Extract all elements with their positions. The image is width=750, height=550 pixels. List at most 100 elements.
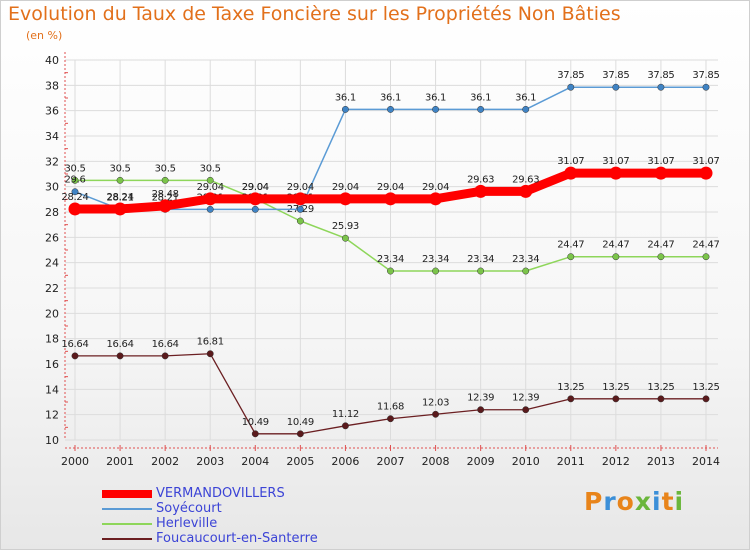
data-point-herleville (161, 176, 169, 184)
y-tick-label: 32 (45, 155, 59, 168)
data-label-foucaucourt-en-santerre: 16.81 (197, 337, 224, 348)
x-tick-label: 2010 (512, 455, 540, 468)
proxiti-logo: Proxiti (584, 487, 684, 516)
data-label-vermandovillers: 29.04 (422, 182, 449, 193)
data-label-soy-court: 28.21 (152, 192, 179, 203)
data-label-vermandovillers: 31.07 (602, 156, 629, 167)
data-point-soy-court (567, 83, 575, 91)
data-point-herleville (702, 253, 710, 261)
data-point-soy-court (612, 83, 620, 91)
data-label-herleville: 30.5 (110, 163, 131, 174)
y-tick-label: 14 (45, 383, 59, 396)
data-point-herleville (387, 267, 394, 275)
x-tick-label: 2001 (106, 455, 134, 468)
data-label-vermandovillers: 29.63 (512, 174, 539, 185)
data-label-soy-court: 36.1 (515, 92, 536, 103)
data-label-foucaucourt-en-santerre: 11.68 (377, 402, 404, 413)
data-label-vermandovillers: 31.07 (647, 156, 674, 167)
x-tick-label: 2011 (557, 455, 585, 468)
x-tick-label: 2002 (151, 455, 179, 468)
legend-item: Soyécourt (102, 501, 318, 516)
data-point-foucaucourt-en-santerre (612, 395, 620, 403)
chart-title: Evolution du Taux de Taxe Foncière sur l… (8, 3, 621, 25)
data-label-soy-court: 29.6 (64, 175, 85, 186)
data-point-herleville (612, 253, 620, 261)
data-point-foucaucourt-en-santerre (477, 406, 485, 414)
x-tick-label: 2004 (241, 455, 269, 468)
logo-letter: i (652, 487, 662, 516)
legend-item: Foucaucourt-en-Santerre (102, 531, 318, 546)
data-point-soy-court (477, 105, 485, 113)
data-label-herleville: 23.34 (422, 254, 449, 265)
logo-letter: x (634, 487, 652, 516)
data-point-herleville (71, 176, 79, 184)
data-label-soy-court: 37.85 (647, 70, 674, 81)
data-label-vermandovillers: 29.04 (377, 182, 404, 193)
x-tick-label: 2005 (286, 455, 314, 468)
data-point-foucaucourt-en-santerre (71, 352, 79, 360)
logo-letter: t (661, 487, 675, 516)
data-point-foucaucourt-en-santerre (341, 422, 349, 430)
data-point-vermandovillers (429, 192, 443, 206)
chart-subtitle: (en %) (26, 29, 63, 42)
chart-legend: VERMANDOVILLERS Soyécourt Herleville Foucau… (102, 486, 318, 546)
legend-swatch (102, 489, 152, 498)
data-point-herleville (567, 253, 575, 261)
logo-letter: r (603, 487, 617, 516)
data-point-vermandovillers (68, 202, 82, 216)
data-point-vermandovillers (564, 166, 578, 180)
data-point-foucaucourt-en-santerre (206, 350, 214, 358)
y-tick-label: 26 (45, 231, 59, 244)
data-label-herleville: 23.34 (467, 254, 494, 265)
data-point-herleville (206, 176, 214, 184)
data-point-foucaucourt-en-santerre (251, 430, 259, 438)
data-label-soy-court: 36.1 (335, 92, 356, 103)
data-point-foucaucourt-en-santerre (387, 415, 394, 423)
data-point-foucaucourt-en-santerre (657, 395, 665, 403)
x-tick-label: 2006 (331, 455, 359, 468)
data-label-foucaucourt-en-santerre: 13.25 (557, 382, 584, 393)
data-label-foucaucourt-en-santerre: 10.49 (242, 417, 269, 428)
x-tick-label: 2009 (467, 455, 495, 468)
data-point-foucaucourt-en-santerre (522, 406, 530, 414)
data-point-vermandovillers (338, 192, 352, 206)
data-label-soy-court: 37.85 (602, 70, 629, 81)
data-label-herleville: 24.47 (647, 240, 674, 251)
data-point-soy-court (296, 205, 304, 213)
data-point-soy-court (702, 83, 710, 91)
data-point-soy-court (432, 105, 440, 113)
legend-swatch (102, 522, 152, 525)
data-label-herleville: 23.34 (377, 254, 404, 265)
data-label-foucaucourt-en-santerre: 16.64 (152, 339, 179, 350)
data-label-soy-court: 37.85 (692, 70, 719, 81)
data-label-vermandovillers: 29.04 (287, 182, 314, 193)
data-point-vermandovillers (654, 166, 668, 180)
y-tick-label: 40 (45, 54, 59, 67)
logo-letter: o (616, 487, 635, 516)
legend-swatch (102, 537, 152, 540)
data-point-foucaucourt-en-santerre (296, 430, 304, 438)
x-tick-label: 2014 (692, 455, 720, 468)
data-label-foucaucourt-en-santerre: 13.25 (602, 382, 629, 393)
y-tick-label: 18 (45, 333, 59, 346)
data-point-vermandovillers (384, 192, 397, 206)
data-point-herleville (296, 217, 304, 225)
data-point-herleville (116, 176, 124, 184)
y-tick-label: 36 (45, 105, 59, 118)
data-label-vermandovillers: 28.24 (61, 192, 88, 203)
data-point-vermandovillers (113, 202, 127, 216)
data-point-soy-court (206, 205, 214, 213)
data-label-soy-court: 36.1 (425, 92, 446, 103)
data-label-foucaucourt-en-santerre: 10.49 (287, 417, 314, 428)
y-tick-label: 28 (45, 206, 59, 219)
y-tick-label: 30 (45, 181, 59, 194)
data-point-soy-court (657, 83, 665, 91)
data-point-vermandovillers (158, 199, 172, 213)
data-label-soy-court: 37.85 (557, 70, 584, 81)
logo-letter: P (584, 487, 604, 516)
data-point-vermandovillers (519, 184, 533, 198)
data-point-soy-court (71, 188, 79, 196)
data-point-soy-court (341, 105, 349, 113)
y-tick-label: 24 (45, 257, 59, 270)
